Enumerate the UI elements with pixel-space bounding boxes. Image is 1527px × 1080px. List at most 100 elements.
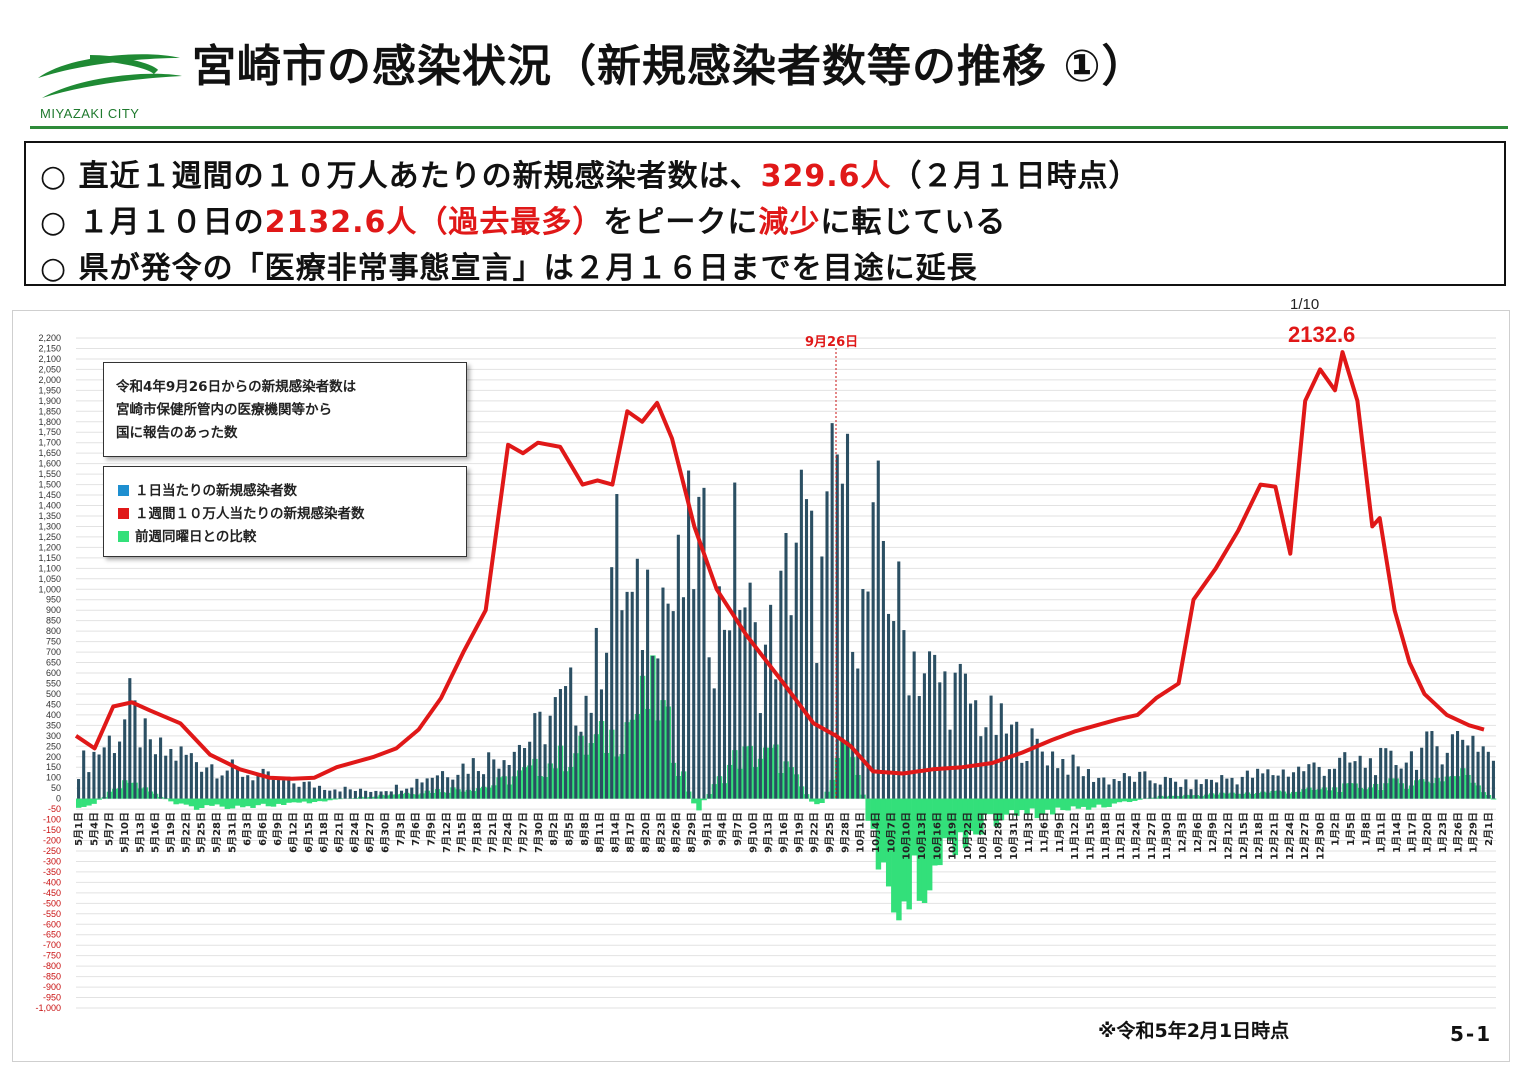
x-tick-label: 7月12日 [441, 812, 453, 853]
diff-bar [1085, 798, 1092, 810]
y-tick-label: 950 [46, 595, 61, 605]
y-tick-label: 650 [46, 658, 61, 668]
daily-bar [307, 781, 311, 799]
diff-bar [1003, 798, 1010, 815]
x-tick-label: 8月5日 [563, 812, 575, 846]
diff-bar [932, 798, 938, 866]
daily-bar [1209, 779, 1214, 799]
daily-bar [1435, 746, 1439, 799]
daily-bar [671, 611, 675, 799]
x-tick-label: 1月11日 [1376, 812, 1388, 853]
y-tick-label: -400 [43, 877, 61, 887]
y-tick-label: -700 [43, 940, 61, 950]
x-tick-label: 5月13日 [134, 812, 146, 853]
daily-bar [446, 777, 450, 799]
daily-bar [102, 747, 106, 799]
x-tick-label: 5月10日 [119, 812, 131, 853]
daily-bar [1389, 750, 1393, 799]
daily-bar [979, 736, 983, 799]
x-tick-label: 7月30日 [533, 812, 545, 853]
y-tick-label: 850 [46, 616, 61, 626]
x-tick-label: 6月18日 [318, 812, 330, 853]
daily-bar [97, 754, 101, 799]
note-line-1: 令和4年9月26日からの新規感染者数は [116, 379, 357, 395]
daily-bar [1025, 760, 1029, 799]
y-tick-label: 1,300 [38, 521, 61, 531]
diff-bar [183, 798, 190, 805]
diff-bar [250, 798, 256, 808]
summary-box: ○ 直近１週間の１０万人あたりの新規感染者数は、329.6人（２月１日時点） ○… [24, 141, 1506, 286]
diff-bar [337, 798, 343, 800]
daily-bar [1384, 748, 1388, 799]
diff-bar [1070, 798, 1076, 807]
y-tick-label: -550 [43, 909, 61, 919]
daily-bar [620, 610, 624, 799]
diff-bar [696, 798, 702, 811]
y-tick-label: 700 [46, 647, 61, 657]
daily-bar [533, 713, 537, 799]
diff-bar [973, 798, 979, 835]
x-tick-label: 9月4日 [717, 812, 729, 846]
daily-bar [451, 779, 455, 799]
diff-bar [1008, 798, 1015, 811]
x-tick-label: 8月23日 [655, 812, 667, 853]
daily-bar [1481, 746, 1485, 799]
daily-bar [440, 771, 445, 799]
x-tick-label: 12月6日 [1192, 812, 1204, 853]
daily-bar [1297, 766, 1301, 799]
diff-bar [245, 798, 251, 807]
daily-bar [502, 760, 506, 799]
daily-bar [769, 604, 773, 799]
daily-bar [866, 591, 870, 799]
daily-bar [287, 776, 291, 799]
daily-bar [492, 759, 496, 799]
daily-bar [564, 686, 568, 799]
x-tick-label: 8月14日 [609, 812, 621, 853]
daily-bar [999, 703, 1003, 799]
diff-bar [1132, 798, 1138, 801]
daily-bar [666, 603, 670, 799]
daily-bar [594, 627, 598, 799]
x-tick-label: 6月6日 [257, 812, 269, 846]
x-tick-label: 7月15日 [456, 812, 468, 853]
diff-bar [911, 798, 918, 856]
daily-bar [430, 777, 434, 799]
daily-bar [1194, 779, 1198, 799]
weekly-line [74, 350, 1485, 781]
daily-bar [312, 787, 316, 799]
daily-bar [902, 630, 906, 799]
daily-bar [774, 679, 778, 799]
page-number: 5-1 [1450, 1022, 1493, 1046]
daily-bar [471, 758, 475, 799]
x-tick-label: 5月25日 [196, 812, 208, 853]
daily-bar [1061, 758, 1065, 799]
daily-bar [184, 754, 188, 799]
daily-bar [230, 759, 234, 799]
x-tick-label: 8月11日 [594, 812, 606, 853]
daily-bar [1153, 783, 1157, 799]
daily-bar [92, 751, 96, 799]
daily-bar [1312, 762, 1316, 799]
daily-bar [1071, 754, 1075, 799]
daily-bar [1122, 773, 1126, 799]
daily-bar [815, 663, 819, 799]
x-tick-label: 12月15日 [1238, 812, 1250, 860]
x-tick-label: 8月29日 [686, 812, 698, 853]
y-tick-label: 1,650 [38, 448, 61, 458]
daily-bar [625, 591, 629, 799]
daily-bar [743, 607, 747, 799]
daily-bar [1168, 778, 1173, 799]
daily-bar [810, 510, 814, 799]
daily-bar [297, 786, 301, 799]
daily-bar [784, 533, 788, 799]
daily-bar [635, 558, 639, 799]
x-tick-label: 5月16日 [150, 812, 162, 853]
diff-bar [885, 798, 892, 887]
diff-bar [173, 798, 179, 805]
daily-bar [528, 741, 532, 799]
daily-bar [389, 791, 393, 799]
x-tick-label: 11月21日 [1115, 812, 1127, 860]
daily-bar [1112, 779, 1116, 799]
diff-bar [168, 798, 174, 802]
diff-bar [1060, 798, 1066, 811]
